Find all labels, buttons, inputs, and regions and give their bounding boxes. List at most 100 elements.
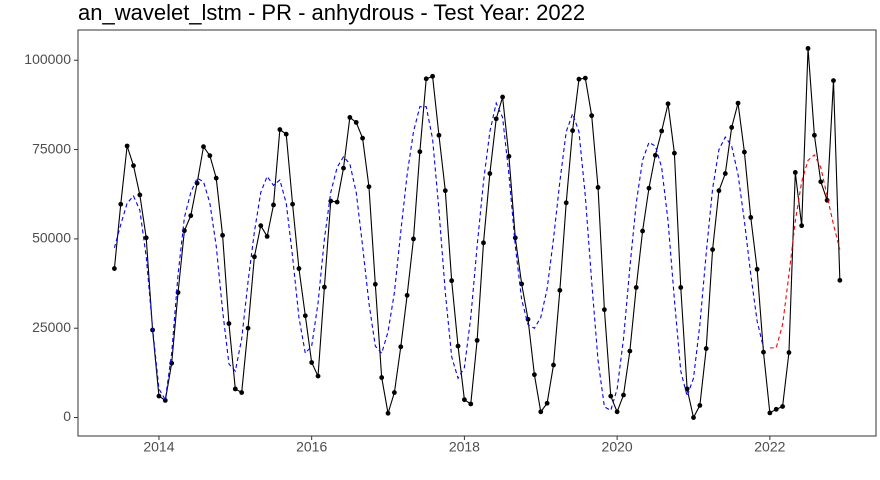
data-point (659, 128, 665, 134)
data-point (780, 404, 785, 409)
data-point (353, 120, 359, 125)
data-point (143, 235, 149, 241)
data-point (589, 113, 595, 119)
data-point (207, 153, 213, 159)
data-point (544, 400, 550, 406)
data-point (474, 337, 480, 343)
data-point (436, 132, 442, 138)
data-point (614, 409, 620, 415)
data-point (678, 285, 684, 290)
data-point (487, 171, 493, 176)
data-point (328, 198, 334, 204)
data-point (748, 215, 754, 220)
data-point (226, 321, 232, 326)
data-point (213, 175, 219, 181)
data-point (462, 397, 467, 403)
data-point (417, 149, 423, 155)
plot-panel (77, 29, 877, 437)
data-point (792, 170, 798, 175)
data-point (716, 188, 722, 194)
data-point (601, 307, 607, 313)
data-point (633, 285, 639, 290)
chart-title: an_wavelet_lstm - PR - anhydrous - Test … (78, 0, 585, 25)
data-point (360, 135, 365, 141)
data-point (283, 131, 289, 137)
x-tick-label: 2020 (602, 439, 633, 455)
data-point (245, 325, 251, 331)
data-point (532, 372, 537, 378)
data-point (334, 199, 340, 205)
data-point (500, 94, 505, 100)
x-tick-label: 2016 (296, 439, 327, 455)
y-tick-label: 0 (63, 408, 71, 424)
data-point (831, 78, 836, 84)
data-point (481, 240, 486, 246)
y-tick-label: 50000 (32, 230, 71, 246)
data-point (805, 46, 811, 51)
y-tick-label: 100000 (24, 51, 71, 67)
data-point (124, 143, 130, 149)
data-point (563, 200, 569, 206)
data-point (118, 201, 124, 207)
data-point (512, 235, 518, 241)
data-point (404, 292, 410, 298)
data-point (773, 406, 779, 412)
data-point (264, 233, 270, 239)
data-point (271, 202, 276, 208)
data-point (570, 128, 575, 134)
data-point (722, 171, 728, 176)
data-point (710, 247, 715, 253)
data-point (232, 386, 238, 392)
data-point (162, 397, 168, 403)
data-point (315, 373, 321, 379)
data-point (595, 185, 601, 190)
data-point (697, 402, 703, 408)
data-point (582, 75, 588, 81)
data-point (691, 415, 696, 420)
data-point (302, 313, 308, 319)
series-line (113, 48, 841, 420)
data-point (309, 360, 315, 365)
data-point (366, 184, 372, 190)
data-point (391, 390, 397, 395)
data-point (398, 344, 404, 350)
x-tick-label: 2022 (754, 439, 785, 455)
data-point (754, 266, 760, 272)
data-point (703, 346, 709, 351)
y-tick-label: 75000 (32, 140, 71, 156)
data-point (729, 125, 735, 130)
data-point (640, 228, 645, 234)
data-point (411, 236, 416, 242)
data-point (385, 410, 391, 416)
data-point (290, 201, 295, 207)
data-point (112, 266, 117, 271)
data-point (627, 348, 633, 354)
data-point (621, 392, 626, 398)
data-point (767, 410, 773, 416)
series-line (113, 101, 765, 412)
data-point (468, 401, 474, 407)
data-point (811, 132, 817, 138)
data-point (131, 163, 136, 169)
data-point (137, 192, 143, 198)
data-point (493, 116, 499, 122)
data-point (156, 393, 162, 399)
data-point (538, 409, 544, 415)
data-point (646, 185, 652, 191)
data-point (665, 101, 671, 107)
data-point (818, 179, 824, 185)
data-point (672, 150, 677, 156)
data-point (347, 115, 353, 120)
data-point (442, 188, 448, 194)
data-point (220, 232, 225, 238)
data-point (761, 349, 766, 355)
data-point (735, 100, 741, 106)
data-point (341, 165, 346, 171)
data-point (379, 375, 385, 380)
data-point (684, 386, 690, 392)
data-point (455, 343, 461, 349)
data-point (252, 254, 257, 260)
data-point (188, 213, 194, 219)
